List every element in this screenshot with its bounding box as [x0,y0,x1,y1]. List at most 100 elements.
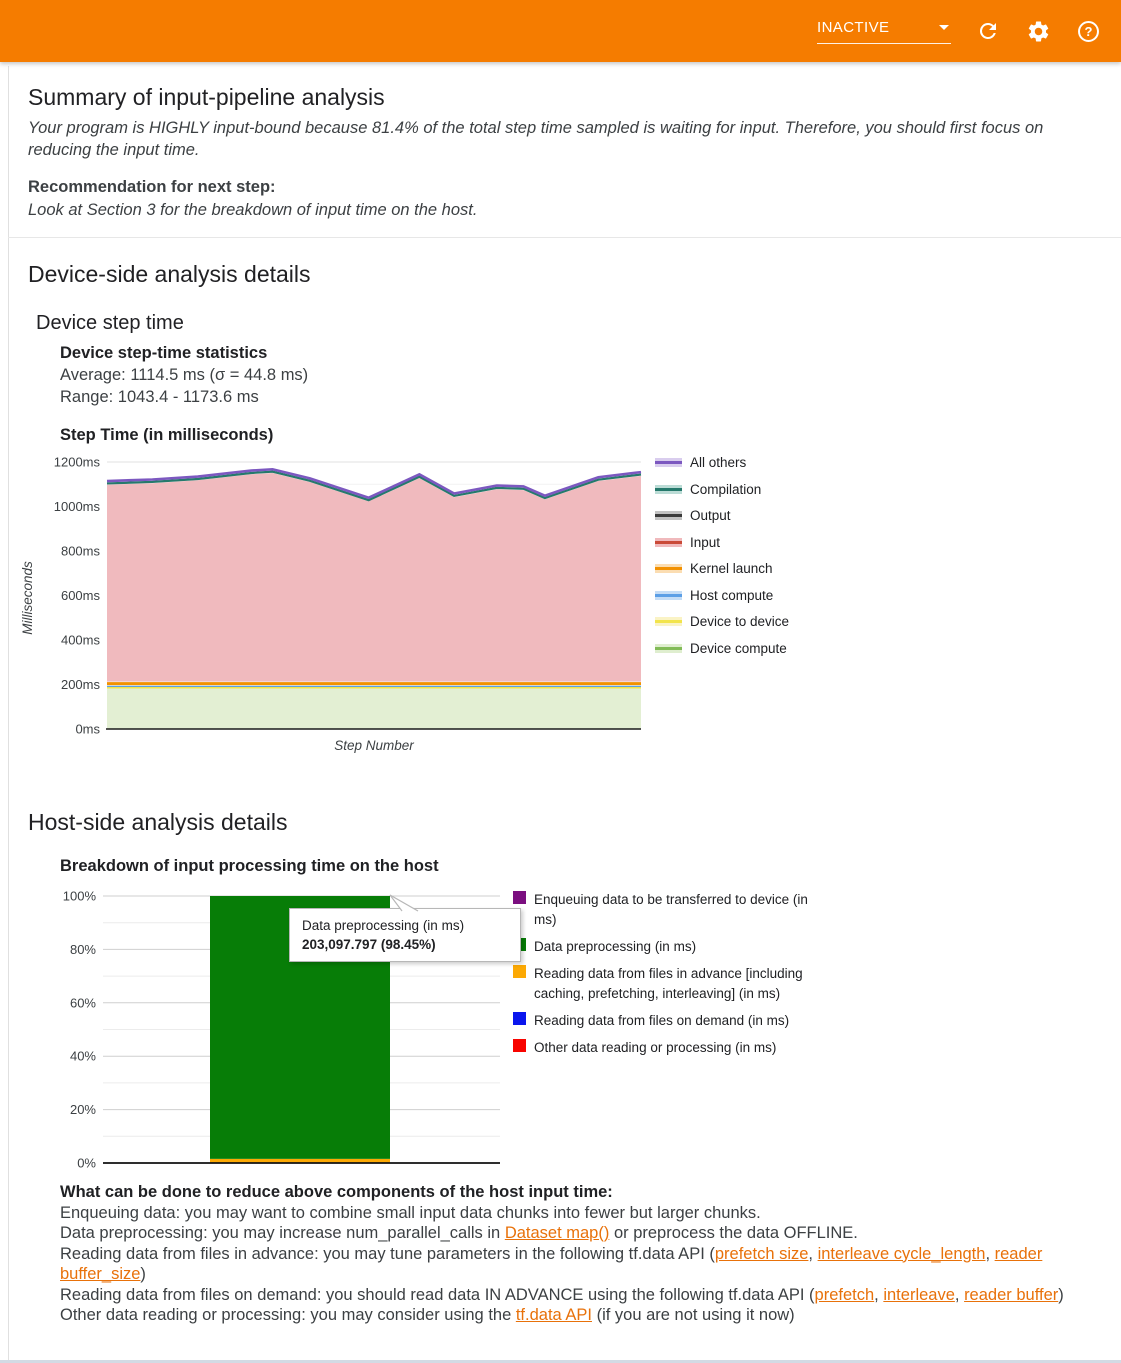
svg-text:80%: 80% [70,942,96,957]
advice-text: (if you are not using it now) [591,1306,795,1324]
legend-label: Device compute [690,640,787,656]
device-chart-title: Step Time (in milliseconds) [60,426,274,444]
svg-text:20%: 20% [70,1102,96,1117]
link-interleave[interactable]: interleave [883,1285,955,1304]
legend-item: All others [655,455,789,470]
advice-text: Reading data from files on demand: you s… [60,1285,815,1304]
summary-body: Your program is HIGHLY input-bound becau… [28,119,1044,159]
legend-swatch [655,643,682,653]
advice-text: , [985,1244,995,1263]
host-side-title: Host-side analysis details [28,809,288,835]
advice-heading: What can be done to reduce above compone… [60,1183,613,1201]
link-prefetch[interactable]: prefetch [814,1285,875,1304]
legend-item: Compilation [655,482,789,497]
advice-line-files-demand: Reading data from files on demand: you s… [60,1285,1072,1306]
legend-label: Kernel launch [690,561,773,576]
svg-text:60%: 60% [70,995,96,1010]
help-button[interactable]: ? [1075,18,1101,44]
gear-icon [1028,20,1048,41]
advice-text: Other data reading or processing: you ma… [60,1306,516,1324]
svg-text:Step Number: Step Number [334,738,414,753]
chart-tooltip: Data preprocessing (in ms) 203,097.797 (… [289,908,521,962]
legend-item: Reading data from files on demand (in ms… [513,1011,816,1031]
tooltip-callout [389,894,419,912]
svg-text:0ms: 0ms [75,722,100,737]
legend-swatch [655,617,682,626]
svg-text:?: ? [1084,23,1092,38]
device-stats-average: Average: 1114.5 ms (σ = 44.8 ms) [60,366,309,384]
advice-line-preprocessing: Data preprocessing: you may increase num… [60,1223,1072,1244]
svg-text:1000ms: 1000ms [54,499,101,514]
host-chart-title: Breakdown of input processing time on th… [60,857,439,875]
advice-text: Data preprocessing: you may increase num… [60,1224,505,1242]
link-interleave-cycle-length[interactable]: interleave cycle_length [817,1244,986,1263]
bottom-divider [0,1360,1121,1363]
svg-text:400ms: 400ms [61,633,101,648]
advice-line-files-advance: Reading data from files in advance: you … [60,1244,1072,1285]
svg-text:600ms: 600ms [61,588,101,603]
legend-item: Kernel launch [655,561,789,576]
advice-line-enqueuing: Enqueuing data: you may want to combine … [60,1203,761,1222]
tooltip-value: 203,097.797 (98.45%) [302,937,436,952]
refresh-icon [979,22,996,39]
legend-label: Data preprocessing (in ms) [534,939,697,954]
legend-swatch [513,891,526,904]
svg-text:800ms: 800ms [61,544,101,559]
panel-left-border [8,66,9,1363]
recommendation-heading: Recommendation for next step: [28,178,276,196]
legend-label: Reading data from files in advance [incl… [534,966,803,1001]
link-reader-buffer-size[interactable]: reader buffer_size [60,1244,1043,1284]
legend-item: Device compute [655,641,789,656]
legend-item: Other data reading or processing (in ms) [513,1038,816,1058]
legend-swatch [655,564,682,573]
chevron-down-icon [939,24,949,30]
link-dataset-map[interactable]: Dataset map() [504,1224,610,1242]
legend-label: Compilation [690,481,762,497]
svg-text:0%: 0% [77,1156,96,1171]
device-compute-area [107,688,641,729]
link-reader-buffer[interactable]: reader buffer [964,1285,1059,1304]
advice-block: What can be done to reduce above compone… [60,1182,1072,1326]
legend-item: Data preprocessing (in ms) [513,937,816,957]
legend-item: Input [655,535,789,550]
legend-label: Input [690,534,721,550]
legend-label: All others [690,455,747,470]
advice-text: ) [1058,1285,1064,1304]
link-prefetch-size[interactable]: prefetch size [714,1244,809,1263]
input-area [107,472,641,682]
legend-swatch [655,484,682,494]
legend-swatch [513,1039,526,1052]
advice-text: , [874,1285,884,1304]
legend-swatch [513,965,526,978]
advice-line-other: Other data reading or processing: you ma… [60,1305,1072,1326]
summary-title: Summary of input-pipeline analysis [28,84,385,110]
app-toolbar: INACTIVE ? [0,0,1121,62]
legend-item: Host compute [655,588,789,603]
legend-item: Reading data from files in advance [incl… [513,964,816,1004]
device-stats-range: Range: 1043.4 - 1173.6 ms [60,388,259,406]
all-others-line [106,467,642,500]
svg-text:Milliseconds: Milliseconds [20,561,35,635]
svg-text:1200ms: 1200ms [54,455,101,470]
bar-reading-advance [210,1158,390,1163]
refresh-button[interactable] [975,18,1001,44]
legend-label: Output [690,508,731,523]
legend-label: Device to device [690,614,790,629]
tooltip-series-label: Data preprocessing (in ms) [302,918,465,933]
advice-text: , [808,1244,818,1263]
device-step-time-chart: 0ms 200ms 400ms 600ms 800ms 1000ms 1200ms Milli… [20,455,642,753]
run-status-dropdown[interactable]: INACTIVE [817,19,951,44]
legend-item: Output [655,508,789,523]
device-side-title: Device-side analysis details [28,261,311,287]
run-status-label: INACTIVE [817,18,890,36]
settings-button[interactable] [1025,18,1051,44]
host-chart-legend: Enqueuing data to be transferred to devi… [513,890,816,1065]
legend-swatch [655,511,682,520]
help-icon: ? [1077,20,1099,42]
link-tfdata-api[interactable]: tf.data API [515,1306,592,1324]
advice-text: ) [140,1265,146,1283]
legend-label: Host compute [690,587,774,603]
legend-item: Enqueuing data to be transferred to devi… [513,890,816,930]
svg-text:40%: 40% [70,1049,96,1064]
